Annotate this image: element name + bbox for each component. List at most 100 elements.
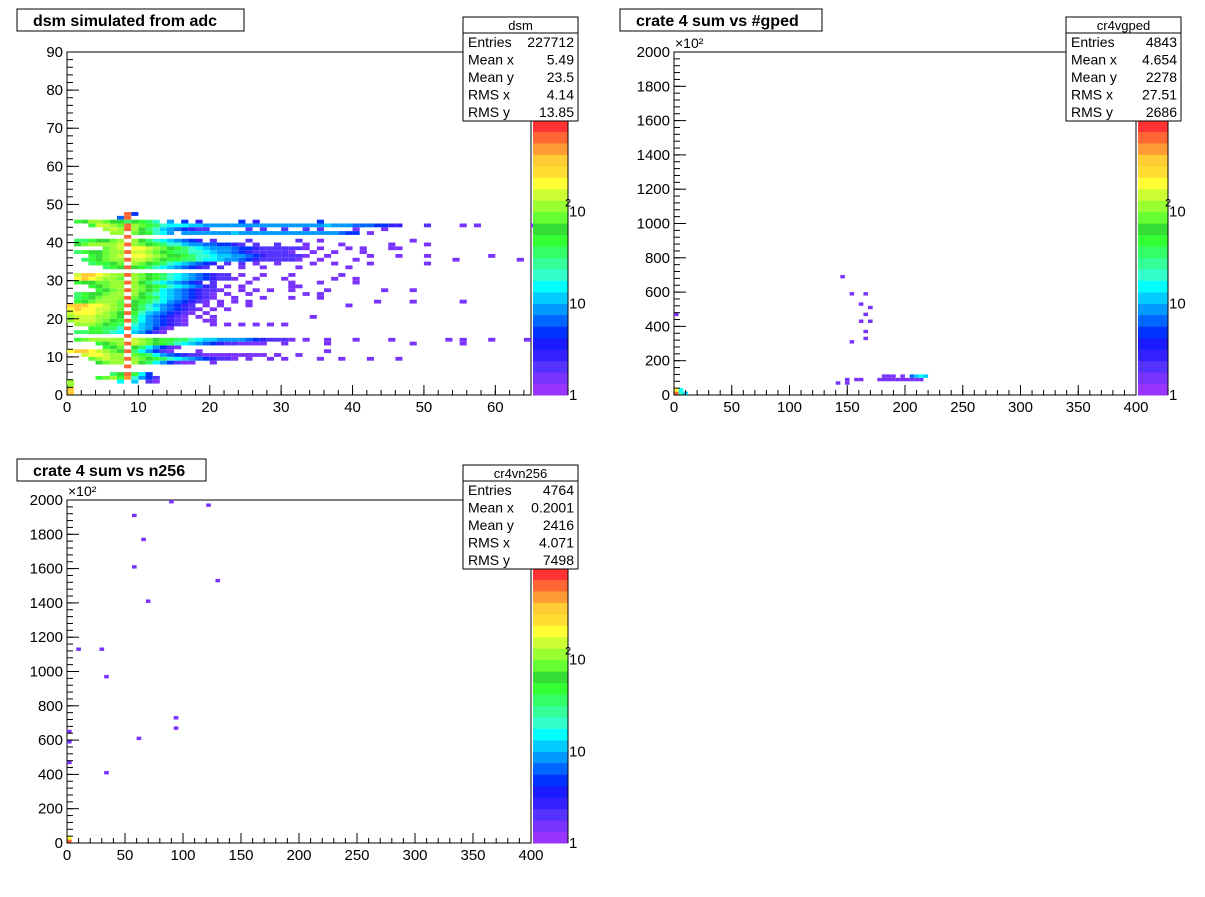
heatmap-cell	[95, 238, 103, 243]
color-bar-label: 1	[569, 387, 577, 404]
heatmap-cell	[316, 280, 324, 285]
heatmap-cell	[323, 337, 332, 342]
heatmap-cell	[95, 356, 103, 361]
heatmap-cell	[195, 284, 203, 289]
heatmap-cell	[202, 223, 210, 228]
heatmap-cell	[138, 261, 146, 266]
heatmap-cell	[159, 280, 167, 285]
heatmap-cell	[131, 375, 139, 380]
heatmap-cell	[102, 292, 110, 296]
heatmap-cell	[473, 223, 482, 228]
heatmap-cell	[102, 276, 110, 281]
x-tick-label: 400	[1123, 399, 1148, 416]
heatmap-cell	[131, 261, 139, 266]
color-bar-label: 10	[569, 743, 586, 760]
color-bar-step	[1138, 120, 1168, 132]
heatmap-cell	[174, 337, 182, 342]
heatmap-cell	[459, 223, 467, 228]
y-tick-label: 20	[46, 311, 63, 328]
color-bar-step	[1138, 223, 1168, 236]
heatmap-cell	[109, 337, 117, 342]
heatmap-cell	[181, 341, 189, 346]
heatmap-cell	[216, 273, 225, 277]
stats-value: 7498	[543, 552, 574, 568]
heatmap-cell	[459, 299, 467, 304]
heatmap-cell	[74, 303, 82, 308]
heatmap-cell	[238, 265, 246, 270]
heatmap-cell	[138, 288, 146, 293]
heatmap-cells	[67, 500, 221, 843]
heatmap-cell	[295, 253, 303, 258]
heatmap-cell	[209, 307, 217, 312]
heatmap-cell	[252, 242, 260, 247]
heatmap-cell	[245, 353, 253, 357]
heatmap-cell	[152, 238, 160, 243]
heatmap-cell	[459, 337, 467, 342]
heatmap-cell	[95, 284, 103, 289]
heatmap-cell	[124, 375, 132, 380]
y-tick-label: 600	[38, 732, 63, 749]
heatmap-cell	[388, 242, 396, 247]
y-tick-label: 50	[46, 196, 63, 213]
title-box	[16, 8, 245, 32]
heatmap-cell	[224, 253, 232, 258]
chart-panel-3: 0 50 100 150 200 250 300 350 4000200400600800100…	[16, 458, 586, 864]
heatmap-cell	[124, 273, 132, 277]
heatmap-cell	[188, 299, 196, 304]
heatmap-cell	[95, 330, 103, 335]
heatmap-cell	[895, 377, 901, 382]
heatmap-cell	[188, 292, 196, 296]
heatmap-cell	[216, 353, 225, 357]
heatmap-cell	[174, 253, 182, 258]
heatmap-cell	[216, 250, 225, 254]
heatmap-cell	[131, 303, 139, 308]
heatmap-cell	[109, 292, 117, 296]
heatmap-cell	[67, 391, 75, 395]
heatmap-cell	[116, 295, 125, 300]
heatmap-cell	[259, 227, 267, 232]
heatmap-cell	[109, 223, 117, 228]
heatmap-cell	[245, 341, 253, 346]
heatmap-cell	[152, 219, 160, 224]
heatmap-cell	[224, 276, 232, 281]
heatmap-cell	[116, 246, 125, 251]
heatmap-cell	[145, 219, 153, 224]
heatmap-cell	[174, 345, 182, 350]
heatmap-cell	[136, 736, 142, 741]
color-bar-step	[533, 613, 568, 626]
heatmap-cell	[67, 314, 75, 319]
heatmap-cell	[209, 223, 217, 228]
heatmap-cell	[309, 250, 317, 254]
heatmap-cell	[88, 318, 96, 323]
stats-value: 13.85	[539, 104, 574, 120]
heatmap-cell	[323, 349, 332, 354]
heatmap-cell	[231, 253, 239, 258]
heatmap-cell	[88, 292, 96, 296]
heatmap-cell	[202, 246, 210, 251]
heatmap-cell	[231, 242, 239, 247]
heatmap-cell	[124, 318, 132, 323]
heatmap-cell	[423, 223, 432, 228]
heatmap-cell	[145, 303, 153, 308]
heatmap-cell	[131, 326, 139, 331]
heatmap-cell	[159, 250, 167, 254]
heatmap-cell	[109, 219, 117, 224]
heatmap-cell	[918, 377, 924, 382]
heatmap-cell	[216, 223, 225, 228]
heatmap-cell	[109, 311, 117, 315]
heatmap-cell	[288, 231, 296, 235]
heatmap-cell	[352, 231, 360, 235]
heatmap-cell	[145, 284, 153, 289]
heatmap-cell	[102, 303, 110, 308]
heatmap-cell	[388, 223, 396, 228]
heatmap-cell	[366, 253, 374, 258]
heatmap-cell	[152, 295, 160, 300]
heatmap-cell	[224, 231, 232, 235]
heatmap-cell	[215, 578, 221, 583]
heatmap-cell	[102, 307, 110, 312]
heatmap-cell	[102, 353, 110, 357]
heatmap-cell	[131, 565, 137, 569]
heatmap-cell	[88, 326, 96, 331]
heatmap-cell	[678, 391, 684, 395]
heatmap-cell	[209, 242, 217, 247]
